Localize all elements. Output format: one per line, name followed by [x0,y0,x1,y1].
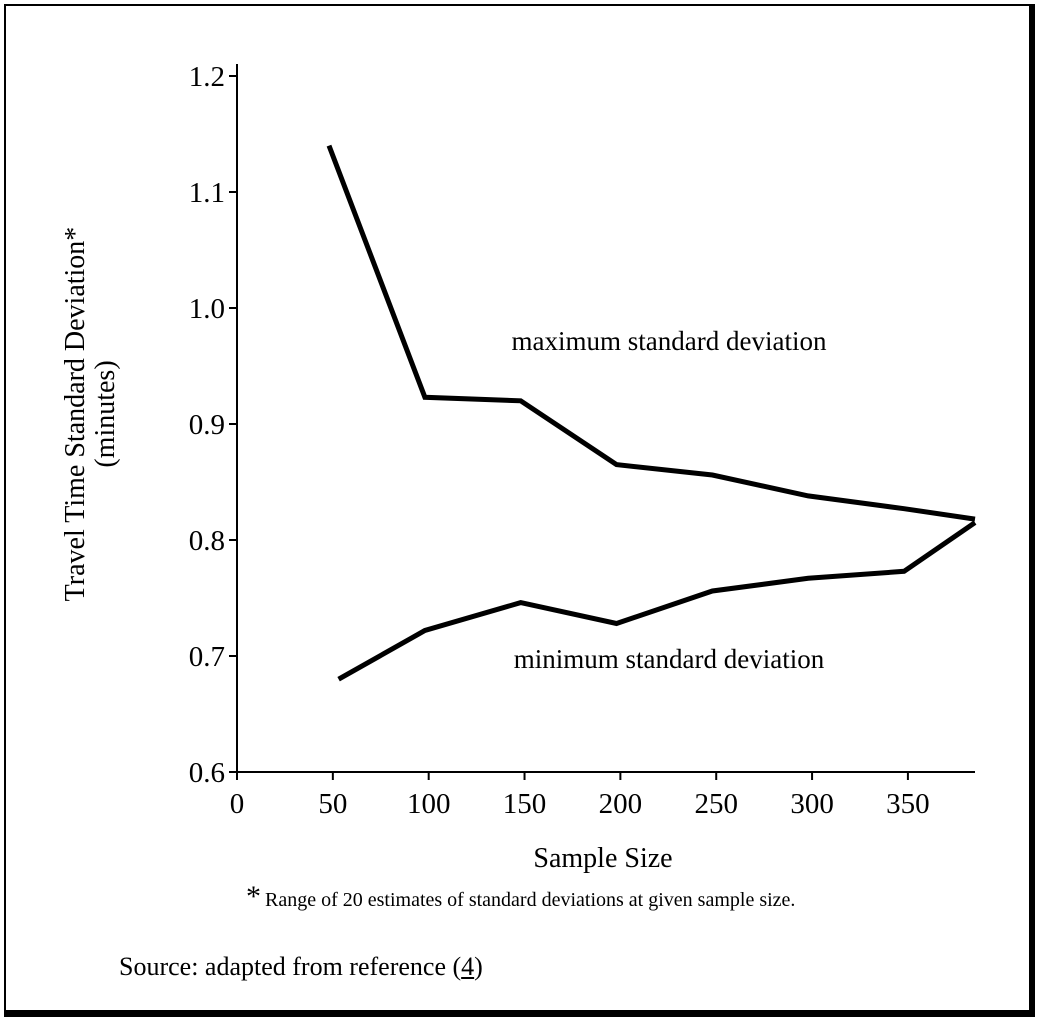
source-reference-link[interactable]: 4 [461,952,475,981]
x-tick-label: 100 [407,788,451,820]
footnote: * Range of 20 estimates of standard devi… [246,880,795,914]
y-tick-label: 1.2 [189,61,225,93]
y-tick-label: 1.0 [189,293,225,325]
series-lines [326,144,977,682]
y-axis-title-line1: Travel Time Standard Deviation* [60,227,91,602]
y-ticks: 0.6 0.7 0.8 0.9 1.0 1.1 1.2 [189,61,237,789]
source-note: Source: adapted from reference (4) [119,952,483,982]
x-tick-label: 0 [230,788,245,820]
y-tick-label: 0.7 [189,641,225,673]
x-tick-label: 250 [694,788,738,820]
x-tick-label: 50 [318,788,347,820]
x-ticks: 0 50 100 150 200 250 300 350 [230,772,930,820]
max-std-dev-label: maximum standard deviation [512,326,827,356]
footnote-text: Range of 20 estimates of standard deviat… [265,889,796,911]
figure-frame [4,4,1035,1017]
x-tick-label: 200 [599,788,643,820]
x-tick-label: 350 [886,788,930,820]
y-tick-label: 0.6 [189,757,225,789]
min-std-dev-label: minimum standard deviation [514,644,825,674]
source-suffix: ) [474,952,483,981]
x-tick-label: 150 [503,788,547,820]
y-axis-title-line2: (minutes) [90,360,121,467]
min-std-dev-line [337,520,977,682]
source-prefix: Source: adapted from reference ( [119,952,462,981]
y-axis-title: Travel Time Standard Deviation* (minutes… [60,227,121,602]
y-tick-label: 1.1 [189,177,225,209]
max-std-dev-line [326,144,976,522]
x-axis-title: Sample Size [533,843,672,874]
x-tick-label: 300 [790,788,834,820]
footnote-star: * [246,880,261,913]
annotations: maximum standard deviation minimum standa… [512,326,827,674]
y-tick-label: 0.8 [189,525,225,557]
y-tick-label: 0.9 [189,409,225,441]
